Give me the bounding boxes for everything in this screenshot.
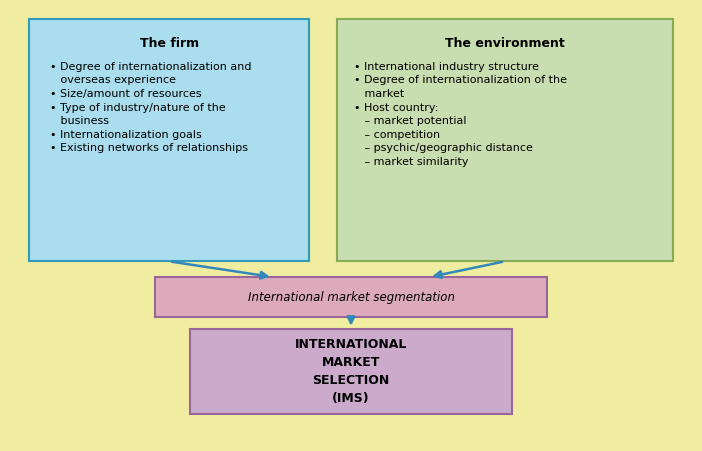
FancyBboxPatch shape [155, 277, 547, 318]
Text: International market segmentation: International market segmentation [248, 291, 454, 304]
Text: The environment: The environment [445, 37, 564, 50]
FancyBboxPatch shape [190, 329, 512, 414]
Text: INTERNATIONAL
MARKET
SELECTION
(IMS): INTERNATIONAL MARKET SELECTION (IMS) [295, 338, 407, 405]
FancyBboxPatch shape [29, 19, 309, 262]
Text: • International industry structure
• Degree of internationalization of the
   ma: • International industry structure • Deg… [355, 62, 567, 167]
Text: The firm: The firm [140, 37, 199, 50]
FancyBboxPatch shape [337, 19, 673, 262]
Text: • Degree of internationalization and
   overseas experience
• Size/amount of res: • Degree of internationalization and ove… [51, 62, 252, 153]
